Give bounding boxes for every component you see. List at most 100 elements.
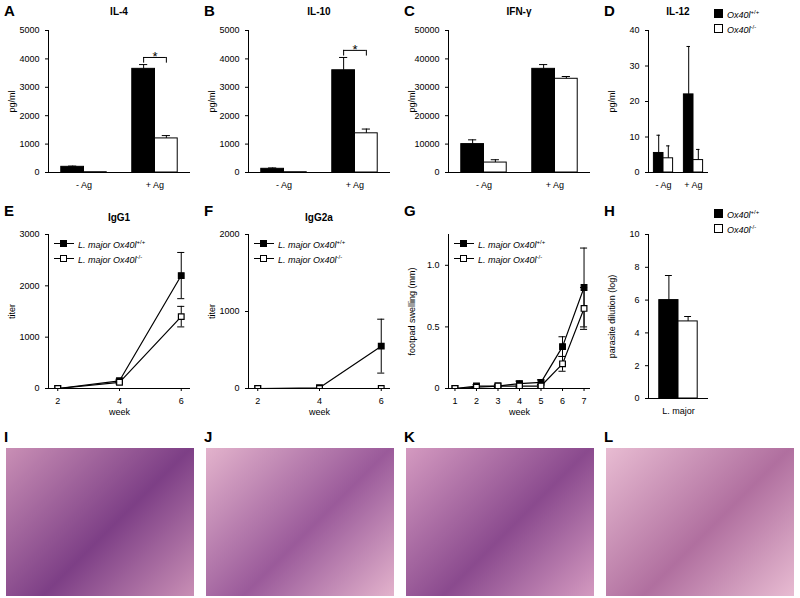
svg-text:week: week — [508, 407, 531, 417]
svg-text:0: 0 — [634, 393, 639, 403]
svg-text:- Ag: - Ag — [655, 180, 671, 190]
svg-text:10: 10 — [629, 132, 639, 142]
html-text:A: A — [4, 2, 15, 19]
svg-text:*: * — [352, 42, 357, 57]
svg-text:8: 8 — [634, 262, 639, 272]
svg-text:4000: 4000 — [19, 54, 39, 64]
svg-text:3000: 3000 — [219, 82, 239, 92]
svg-text:3000: 3000 — [19, 82, 39, 92]
svg-text:10000: 10000 — [414, 139, 439, 149]
svg-text:*: * — [152, 49, 157, 64]
svg-text:0: 0 — [234, 383, 239, 393]
svg-text:30000: 30000 — [414, 82, 439, 92]
svg-text:3: 3 — [495, 396, 500, 406]
svg-text:week: week — [308, 407, 331, 417]
html-text:C: C — [404, 2, 415, 19]
html-text:IL-4: IL-4 — [110, 6, 128, 17]
svg-text:+ Ag: + Ag — [546, 180, 564, 190]
svg-text:0: 0 — [34, 383, 39, 393]
svg-text:40000: 40000 — [414, 54, 439, 64]
svg-text:1000: 1000 — [219, 306, 239, 316]
svg-text:- Ag: - Ag — [276, 180, 292, 190]
svg-text:40: 40 — [629, 25, 639, 35]
html-text:L. major Ox40l+/+: L. major Ox40l+/+ — [78, 239, 146, 250]
svg-text:10: 10 — [629, 229, 639, 239]
svg-text:0: 0 — [434, 167, 439, 177]
svg-text:2000: 2000 — [219, 229, 239, 239]
svg-text:6: 6 — [179, 396, 184, 406]
svg-text:0.5: 0.5 — [427, 322, 440, 332]
svg-text:pg/ml: pg/ml — [407, 90, 417, 112]
html-text:Ox40l-/-: Ox40l-/- — [727, 24, 757, 35]
svg-text:0: 0 — [434, 383, 439, 393]
html-text:IgG1: IgG1 — [107, 212, 131, 223]
svg-text:20000: 20000 — [414, 111, 439, 121]
svg-text:pg/ml: pg/ml — [207, 90, 217, 112]
svg-text:0: 0 — [234, 167, 239, 177]
html-text:L. major Ox40l-/-: L. major Ox40l-/- — [478, 254, 543, 265]
html-text:L: L — [604, 428, 614, 445]
html-text:IgG2a: IgG2a — [305, 212, 333, 223]
svg-text:2000: 2000 — [19, 111, 39, 121]
svg-text:parasite dilution (log): parasite dilution (log) — [607, 275, 617, 359]
svg-text:4: 4 — [517, 396, 522, 406]
svg-text:7: 7 — [582, 396, 587, 406]
html-text:Ox40l+/+: Ox40l+/+ — [727, 209, 760, 220]
svg-text:1000: 1000 — [219, 139, 239, 149]
svg-text:1000: 1000 — [19, 332, 39, 342]
svg-text:2: 2 — [474, 396, 479, 406]
svg-text:4000: 4000 — [219, 54, 239, 64]
svg-text:30: 30 — [629, 61, 639, 71]
html-text:D: D — [604, 2, 615, 19]
svg-text:50000: 50000 — [414, 25, 439, 35]
svg-text:3000: 3000 — [19, 229, 39, 239]
svg-text:4: 4 — [117, 396, 122, 406]
svg-text:titer: titer — [7, 304, 17, 319]
html-text:F: F — [204, 202, 214, 219]
html-text:K: K — [404, 428, 415, 445]
html-text:IL-10: IL-10 — [307, 6, 331, 17]
html-text:L. major Ox40l-/-: L. major Ox40l-/- — [278, 254, 343, 265]
svg-text:pg/ml: pg/ml — [7, 90, 17, 112]
svg-text:0: 0 — [34, 167, 39, 177]
svg-text:L. major: L. major — [662, 406, 695, 416]
svg-text:1: 1 — [452, 396, 457, 406]
svg-text:20: 20 — [629, 96, 639, 106]
svg-text:4: 4 — [317, 396, 322, 406]
svg-text:2: 2 — [55, 396, 60, 406]
svg-text:titer: titer — [207, 304, 217, 319]
svg-text:week: week — [108, 407, 131, 417]
html-text:L. major Ox40l+/+: L. major Ox40l+/+ — [478, 239, 546, 250]
svg-text:+ Ag: + Ag — [346, 180, 364, 190]
html-text:B: B — [204, 2, 215, 19]
html-text:IFN-γ: IFN-γ — [506, 6, 532, 17]
svg-text:5: 5 — [539, 396, 544, 406]
svg-text:+ Ag: + Ag — [146, 180, 164, 190]
html-text:H: H — [604, 202, 615, 219]
svg-text:2000: 2000 — [19, 281, 39, 291]
html-text:Ox40l+/+: Ox40l+/+ — [727, 9, 760, 20]
svg-text:5000: 5000 — [219, 25, 239, 35]
html-text:L. major Ox40l-/-: L. major Ox40l-/- — [78, 254, 143, 265]
svg-text:6: 6 — [634, 295, 639, 305]
svg-text:footpad swelling (mm): footpad swelling (mm) — [407, 267, 417, 355]
svg-text:1000: 1000 — [19, 139, 39, 149]
svg-text:0: 0 — [634, 167, 639, 177]
svg-text:6: 6 — [560, 396, 565, 406]
svg-text:+ Ag: + Ag — [684, 180, 702, 190]
svg-text:2: 2 — [634, 361, 639, 371]
svg-text:- Ag: - Ag — [476, 180, 492, 190]
svg-text:4: 4 — [634, 328, 639, 338]
svg-text:1.0: 1.0 — [427, 260, 440, 270]
html-text:L. major Ox40l+/+: L. major Ox40l+/+ — [278, 239, 346, 250]
html-text:E: E — [4, 202, 14, 219]
svg-text:2000: 2000 — [219, 111, 239, 121]
html-text:G: G — [404, 202, 416, 219]
html-text:IL-12: IL-12 — [666, 6, 690, 17]
svg-text:6: 6 — [379, 396, 384, 406]
svg-text:5000: 5000 — [19, 25, 39, 35]
svg-text:- Ag: - Ag — [76, 180, 92, 190]
svg-text:2: 2 — [255, 396, 260, 406]
svg-text:pg/ml: pg/ml — [607, 90, 617, 112]
html-text:Ox40l-/-: Ox40l-/- — [727, 224, 757, 235]
